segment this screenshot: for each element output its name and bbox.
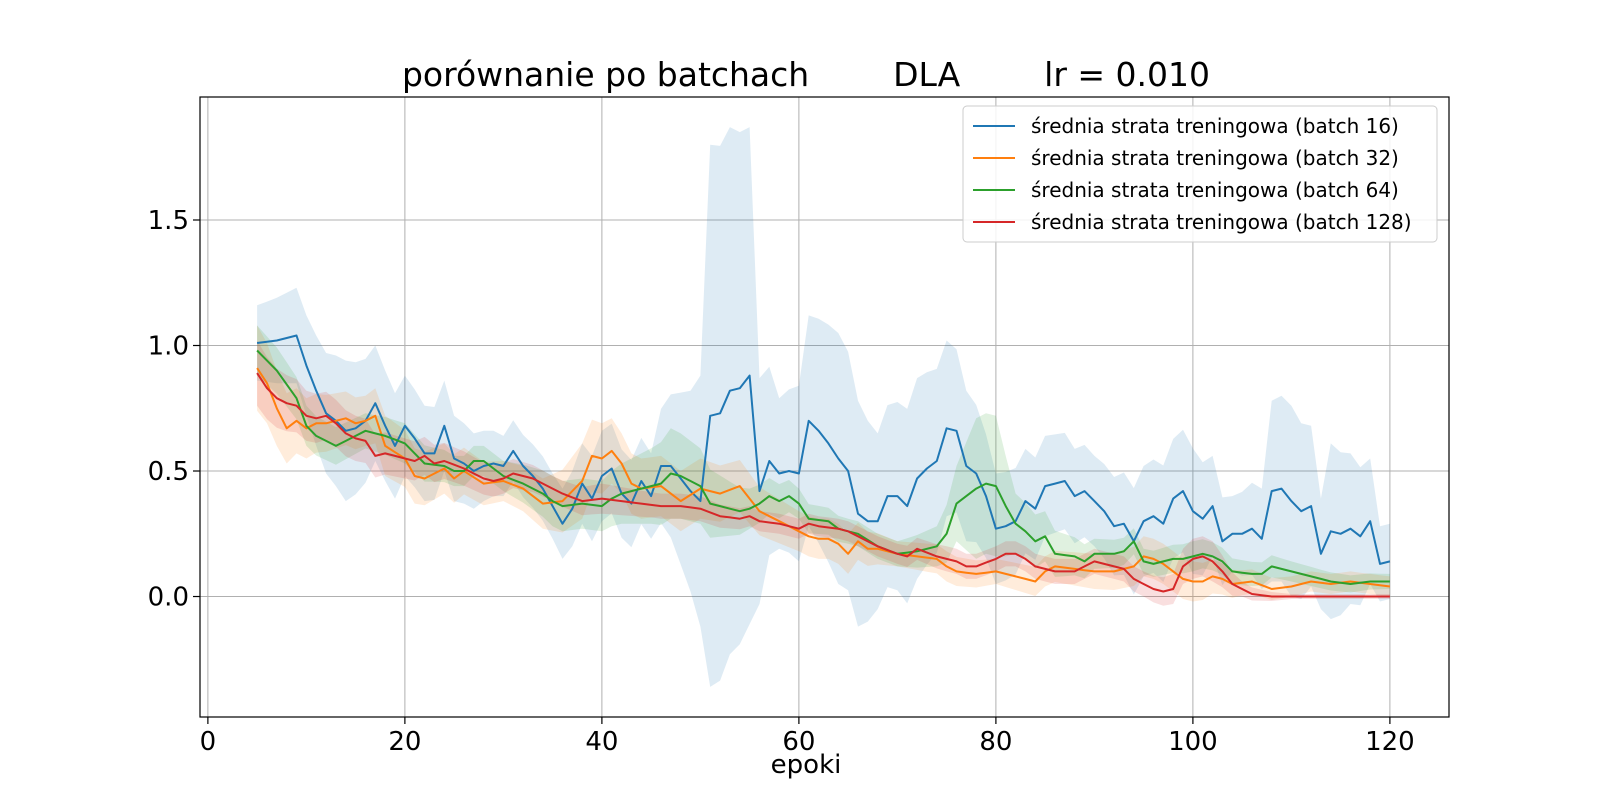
band-series-4 — [257, 340, 1390, 606]
x-axis-label: epoki — [771, 750, 842, 780]
legend: średnia strata treningowa (batch 16) śred… — [962, 105, 1438, 243]
axis-ticks: 0 20 40 60 80 100 120 0.0 0.5 1.0 1.5 — [148, 206, 1415, 757]
band-series-2 — [257, 325, 1390, 602]
series-lines — [256, 334, 1391, 598]
y-tick-label: 0.0 — [148, 583, 189, 613]
band-series-3 — [257, 325, 1390, 593]
legend-label: średnia strata treningowa (batch 16) — [1031, 114, 1399, 138]
chart-title: porównanie po batchach DLA lr = 0.010 — [402, 55, 1210, 94]
legend-label: średnia strata treningowa (batch 32) — [1031, 146, 1399, 170]
y-tick-label: 1.5 — [148, 206, 189, 236]
x-tick-label: 20 — [388, 727, 421, 757]
y-tick-label: 0.5 — [148, 457, 189, 487]
band-series-1 — [257, 127, 1390, 687]
legend-label: średnia strata treningowa (batch 128) — [1031, 210, 1412, 234]
x-tick-label: 0 — [200, 727, 217, 757]
line-series-3 — [256, 349, 1390, 585]
legend-frame — [962, 105, 1438, 243]
confidence-bands — [257, 127, 1390, 687]
line-series-4 — [256, 372, 1390, 598]
line-series-2 — [256, 367, 1391, 590]
x-tick-label: 80 — [979, 727, 1012, 757]
x-tick-label: 100 — [1168, 727, 1218, 757]
y-tick-label: 1.0 — [148, 332, 189, 362]
legend-label: średnia strata treningowa (batch 64) — [1031, 178, 1399, 202]
plot-frame — [199, 96, 1450, 718]
x-tick-label: 40 — [585, 727, 618, 757]
x-tick-label: 60 — [782, 727, 815, 757]
line-series-1 — [256, 334, 1391, 565]
x-tick-label: 120 — [1365, 727, 1415, 757]
